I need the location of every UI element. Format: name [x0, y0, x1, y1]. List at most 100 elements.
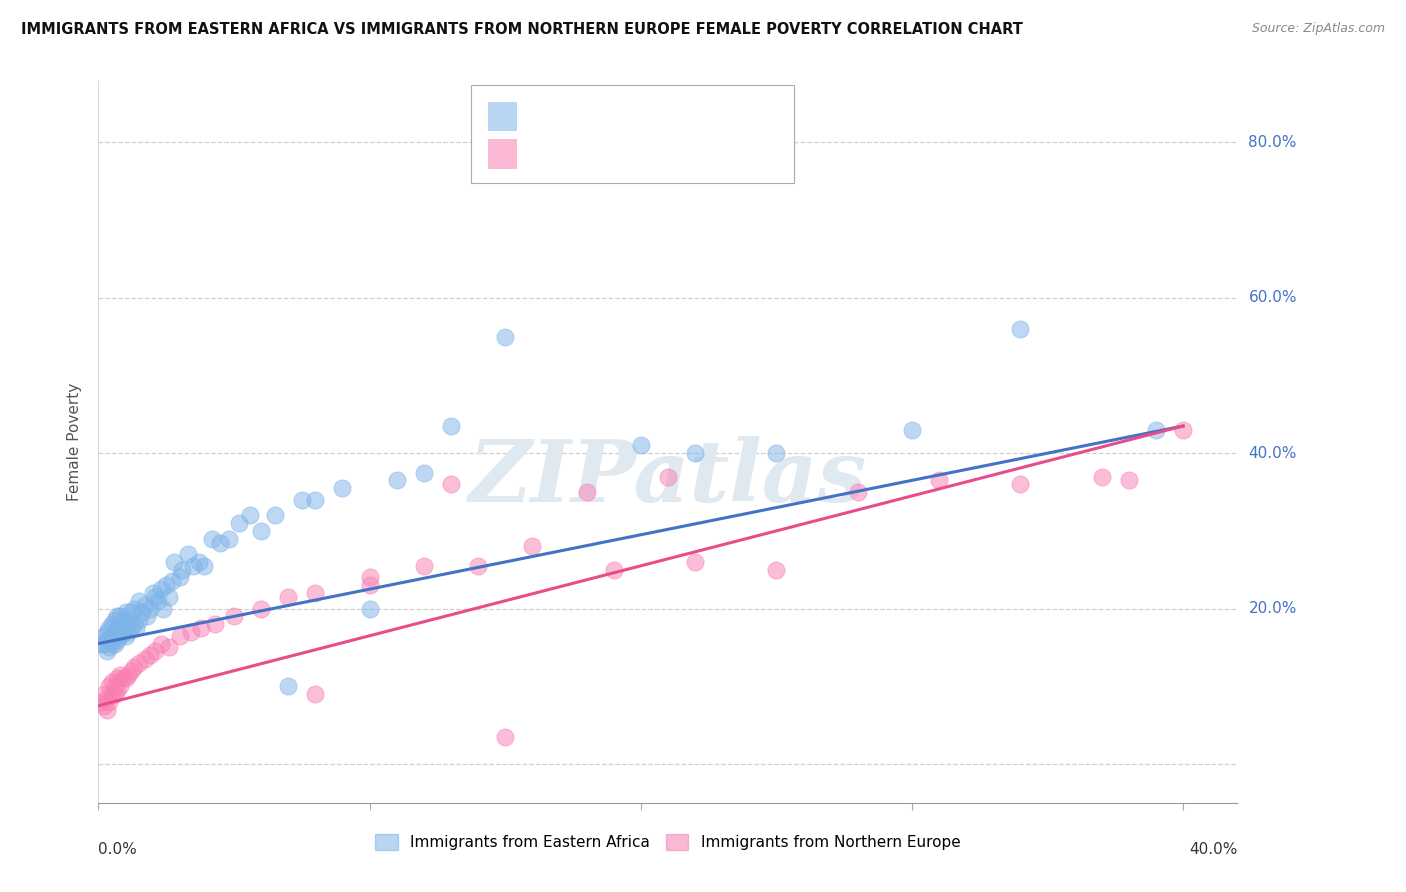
Point: [122, 660, 145, 674]
Point: [522, 540, 544, 554]
Point: [1010, 477, 1032, 491]
Point: [96, 690, 118, 705]
Point: [114, 672, 136, 686]
Point: [412, 466, 434, 480]
Point: [209, 535, 232, 549]
Text: 53: 53: [666, 146, 688, 161]
Point: [96, 644, 118, 658]
Point: [683, 555, 706, 569]
Point: [494, 730, 516, 744]
Point: [108, 679, 131, 693]
Text: 0.570: 0.570: [568, 146, 616, 161]
Point: [90, 636, 112, 650]
Point: [683, 446, 706, 460]
Point: [183, 558, 205, 573]
Point: [467, 558, 489, 573]
Point: [440, 419, 463, 434]
Point: [250, 601, 273, 615]
Point: [122, 601, 145, 615]
Point: [104, 624, 127, 639]
Text: N =: N =: [627, 146, 661, 161]
Point: [160, 574, 183, 589]
Point: [114, 606, 136, 620]
Point: [98, 640, 121, 655]
Text: 40.0%: 40.0%: [1249, 446, 1296, 460]
Point: [277, 590, 299, 604]
Point: [149, 636, 172, 650]
Text: R =: R =: [526, 109, 560, 123]
Point: [98, 632, 121, 647]
Point: [145, 590, 167, 604]
Point: [101, 617, 124, 632]
Point: [250, 524, 273, 538]
Point: [152, 601, 174, 615]
Text: 76: 76: [666, 109, 688, 123]
Point: [657, 469, 679, 483]
Text: 0.0%: 0.0%: [98, 842, 138, 856]
Point: [180, 624, 202, 639]
Point: [96, 632, 118, 647]
Point: [630, 438, 652, 452]
Point: [136, 609, 159, 624]
Point: [96, 624, 118, 639]
Point: [177, 547, 200, 561]
Point: [107, 609, 129, 624]
Point: [304, 492, 326, 507]
Point: [107, 632, 129, 647]
Point: [157, 640, 180, 655]
Point: [193, 558, 215, 573]
Point: [385, 474, 408, 488]
Point: [145, 644, 167, 658]
Point: [1118, 474, 1140, 488]
Point: [111, 613, 134, 627]
Point: [901, 423, 924, 437]
Point: [359, 601, 381, 615]
Text: R =: R =: [526, 146, 560, 161]
Point: [120, 621, 142, 635]
Point: [765, 446, 787, 460]
Point: [128, 594, 150, 608]
Text: 20.0%: 20.0%: [1249, 601, 1296, 616]
Point: [98, 679, 121, 693]
Point: [117, 624, 139, 639]
Point: [128, 656, 150, 670]
Point: [263, 508, 285, 523]
Point: [101, 687, 124, 701]
Point: [412, 558, 434, 573]
Point: [117, 613, 139, 627]
Text: N =: N =: [627, 109, 661, 123]
Point: [101, 629, 124, 643]
Point: [157, 590, 180, 604]
Point: [163, 555, 186, 569]
Point: [114, 621, 136, 635]
Point: [359, 570, 381, 584]
Point: [107, 621, 129, 635]
Point: [846, 485, 869, 500]
Text: IMMIGRANTS FROM EASTERN AFRICA VS IMMIGRANTS FROM NORTHERN EUROPE FEMALE POVERTY: IMMIGRANTS FROM EASTERN AFRICA VS IMMIGR…: [21, 22, 1024, 37]
Y-axis label: Female Poverty: Female Poverty: [67, 383, 83, 500]
Point: [218, 532, 240, 546]
Point: [277, 679, 299, 693]
Point: [169, 629, 191, 643]
Point: [117, 667, 139, 681]
Point: [201, 532, 224, 546]
Point: [131, 606, 153, 620]
Text: 0.531: 0.531: [568, 109, 616, 123]
Point: [104, 613, 127, 627]
Point: [1144, 423, 1167, 437]
Point: [304, 586, 326, 600]
Point: [928, 474, 950, 488]
Point: [108, 621, 131, 635]
Point: [494, 329, 516, 343]
Point: [222, 609, 245, 624]
Point: [1171, 423, 1194, 437]
Text: Source: ZipAtlas.com: Source: ZipAtlas.com: [1251, 22, 1385, 36]
Point: [93, 629, 115, 643]
Point: [765, 563, 787, 577]
Point: [239, 508, 262, 523]
Point: [139, 601, 162, 615]
Point: [120, 664, 142, 678]
Point: [139, 648, 162, 663]
Point: [1091, 469, 1114, 483]
Point: [120, 606, 142, 620]
